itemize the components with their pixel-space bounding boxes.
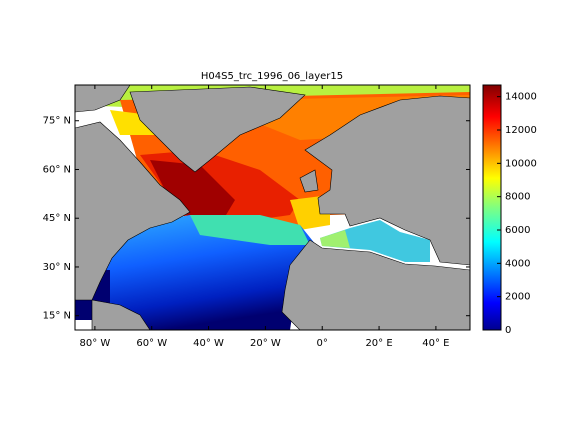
y-tick-label: 30° N [43, 262, 71, 273]
colorbar-tick-label: 14000 [505, 92, 537, 103]
colorbar-tick-label: 10000 [505, 158, 537, 169]
y-tick-label: 75° N [43, 116, 71, 127]
colorbar-tick-label: 4000 [505, 258, 530, 269]
map-title: H04S5_trc_1996_06_layer15 [201, 71, 343, 82]
x-tick-label: 0° [317, 338, 328, 349]
colorbar [482, 84, 502, 331]
colorbar-tick-label: 12000 [505, 125, 537, 136]
y-tick-label: 45° N [43, 213, 71, 224]
map-frame [74, 84, 471, 331]
colorbar-tick-label: 0 [505, 325, 511, 336]
x-tick-label: 80° W [79, 338, 110, 349]
map-field [75, 85, 470, 330]
colorbar-tick-label: 2000 [505, 292, 530, 303]
x-tick-label: 20° W [250, 338, 281, 349]
x-tick-label: 40° W [193, 338, 224, 349]
x-tick-label: 20° E [365, 338, 392, 349]
y-tick-label: 15° N [43, 311, 71, 322]
x-tick-label: 40° E [422, 338, 449, 349]
colorbar-tick-label: 6000 [505, 225, 530, 236]
colorbar-tick-label: 8000 [505, 192, 530, 203]
y-tick-label: 60° N [43, 164, 71, 175]
x-tick-label: 60° W [136, 338, 167, 349]
